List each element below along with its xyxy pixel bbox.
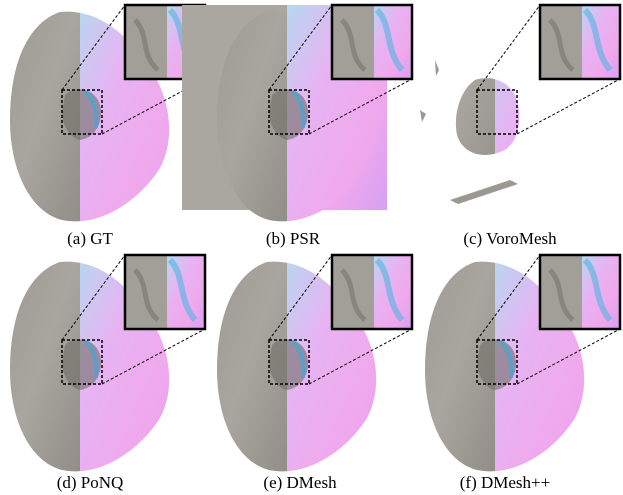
panel-dmesh — [207, 250, 412, 480]
mesh-render — [415, 250, 620, 480]
caption: (a) GT — [67, 229, 113, 248]
panel-dmeshpp — [415, 250, 620, 480]
panel-voromesh — [415, 0, 620, 230]
panel-gt — [0, 0, 205, 230]
figure: (a) GT (b) PSR (c) VoroMesh (d) PoNQ (e)… — [0, 0, 623, 495]
panel-psr — [182, 0, 412, 230]
caption: (c) VoroMesh — [463, 229, 557, 248]
panel-ponq — [0, 250, 205, 480]
mesh-render — [0, 250, 205, 480]
mesh-render — [0, 0, 205, 230]
caption: (f) DMesh++ — [460, 473, 550, 492]
mesh-render — [207, 250, 412, 480]
caption: (e) DMesh — [263, 473, 337, 492]
caption: (b) PSR — [266, 229, 321, 248]
caption: (d) PoNQ — [57, 473, 124, 492]
